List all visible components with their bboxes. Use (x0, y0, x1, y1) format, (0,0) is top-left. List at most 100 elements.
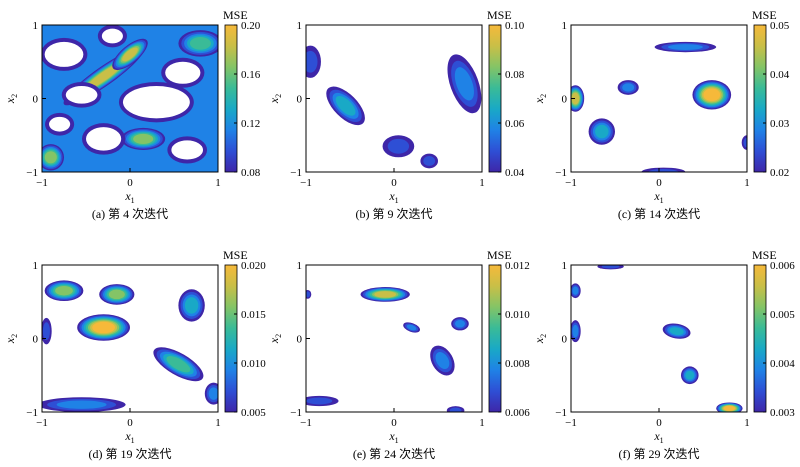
x-tick-label: −1 (36, 177, 48, 189)
colorbar-tick-label: 0.04 (770, 69, 790, 81)
x-tick-label: 0 (656, 177, 662, 189)
x-tick-label: 0 (391, 417, 397, 429)
contour-hole-6 (167, 136, 208, 164)
x-tick-label: −1 (36, 417, 48, 429)
y-tick-label: 0 (33, 94, 39, 106)
x-tick-label: 1 (744, 177, 750, 189)
contour-blob-3 (654, 41, 717, 53)
colorbar (753, 24, 767, 173)
colorbar-tick-label: 0.08 (241, 167, 261, 179)
y-tick-label: 1 (33, 260, 39, 272)
y-tick-label: 0 (297, 334, 303, 346)
x-axis-label: x1 (388, 429, 398, 445)
colorbar-tick-label: 0.12 (241, 118, 260, 130)
contour-blob-3 (121, 127, 166, 150)
colorbar-tick-label: 0.06 (505, 118, 525, 130)
contour-blob-2 (662, 323, 691, 339)
colorbar (224, 24, 238, 173)
y-tick-label: 0 (562, 94, 568, 106)
contour-blob-6 (42, 397, 126, 412)
subplot-caption: (c) 第 14 次迭代 (618, 207, 700, 221)
contour-blob-1 (360, 287, 410, 302)
contour-blob-2 (571, 85, 585, 112)
colorbar-tick-label: 0.006 (770, 260, 795, 272)
x-tick-label: 1 (215, 177, 221, 189)
subplot-caption: (d) 第 19 次迭代 (89, 447, 172, 461)
y-axis-label: x2 (532, 94, 548, 104)
contour-blob-7 (204, 382, 218, 405)
contour-hole-4 (82, 123, 126, 155)
contour-blob-4 (42, 144, 64, 171)
subplot-4: −1 0 1 1 0 −1 x1 x2 0.020 0.015 0.010 0.005 MSE (d) 第… (3, 248, 266, 461)
subplot-5: −1 0 1 1 0 −1 x1 x2 0.012 0.010 0.008 0.006 MSE (e) 第… (267, 248, 530, 461)
contour-area (571, 25, 747, 172)
y-tick-label: 1 (297, 260, 303, 272)
colorbar-tick-label: 0.03 (770, 118, 790, 130)
x-tick-label: 1 (744, 417, 750, 429)
contour-hole-3 (118, 82, 194, 123)
contour-blob-5 (153, 347, 204, 382)
colorbar-tick-label: 0.04 (505, 167, 525, 179)
colorbar-title: MSE (487, 8, 512, 22)
contour-hole-1 (42, 37, 88, 71)
subplot-6: −1 0 1 1 0 −1 x1 x2 0.006 0.005 0.004 0.003 MSE (f) 第… (532, 248, 795, 461)
contour-area (571, 265, 747, 412)
y-tick-label: 1 (562, 20, 568, 32)
x-tick-label: −1 (565, 417, 577, 429)
y-tick-label: −1 (26, 407, 38, 419)
contour-area (42, 265, 218, 412)
colorbar (753, 264, 767, 413)
contour-blob-6 (446, 406, 465, 412)
x-axis-label: x1 (653, 429, 663, 445)
x-tick-label: 0 (127, 177, 133, 189)
subplot-caption: (b) 第 9 次迭代 (356, 207, 433, 221)
contour-blob-2 (306, 45, 321, 78)
contour-blob-5 (420, 153, 439, 169)
x-tick-label: 1 (215, 417, 221, 429)
contour-area (306, 265, 482, 412)
contour-hole-8 (97, 25, 127, 48)
x-axis-label: x1 (388, 189, 398, 205)
contour-blob-5 (306, 395, 339, 407)
x-tick-label: 0 (127, 417, 133, 429)
colorbar-tick-label: 0.10 (505, 20, 525, 32)
y-tick-label: −1 (290, 167, 302, 179)
colorbar (224, 264, 238, 413)
y-axis-label: x2 (3, 94, 19, 104)
colorbar-tick-label: 0.015 (241, 309, 266, 321)
colorbar-tick-label: 0.012 (505, 260, 530, 272)
contour-blob-1 (692, 80, 732, 110)
subplot-caption: (e) 第 24 次迭代 (353, 447, 435, 461)
y-axis-label: x2 (267, 334, 283, 344)
contour-blob-1 (326, 86, 365, 126)
contour-area (42, 25, 218, 172)
colorbar (488, 24, 502, 173)
contour-blob-3 (99, 284, 135, 305)
subplot-1: −1 0 1 1 0 −1 x1 x2 0.20 0.16 0.12 0.08 MSE (a) 第 4 次… (3, 8, 261, 221)
contour-hole-5 (45, 112, 75, 136)
x-tick-label: −1 (565, 177, 577, 189)
x-tick-label: 1 (479, 417, 485, 429)
y-tick-label: 1 (562, 260, 568, 272)
colorbar (488, 264, 502, 413)
x-axis-label: x1 (653, 189, 663, 205)
y-tick-label: −1 (290, 407, 302, 419)
y-axis-label: x2 (532, 334, 548, 344)
contour-blob-1 (77, 314, 130, 341)
contour-blob-4 (571, 283, 581, 299)
colorbar-title: MSE (223, 8, 248, 22)
colorbar-title: MSE (223, 248, 248, 262)
colorbar-title: MSE (752, 248, 777, 262)
contour-blob-5 (588, 118, 615, 145)
x-tick-label: −1 (300, 417, 312, 429)
colorbar-tick-label: 0.02 (770, 167, 789, 179)
y-tick-label: −1 (555, 407, 567, 419)
y-tick-label: 1 (297, 20, 303, 32)
subplot-3: −1 0 1 1 0 −1 x1 x2 0.05 0.04 0.03 0.02 MSE (c) 第 14 … (532, 8, 790, 221)
x-tick-label: 1 (479, 177, 485, 189)
contour-blob-4 (617, 80, 639, 95)
y-tick-label: 0 (297, 94, 303, 106)
colorbar-tick-label: 0.08 (505, 69, 525, 81)
colorbar-tick-label: 0.008 (505, 358, 530, 370)
